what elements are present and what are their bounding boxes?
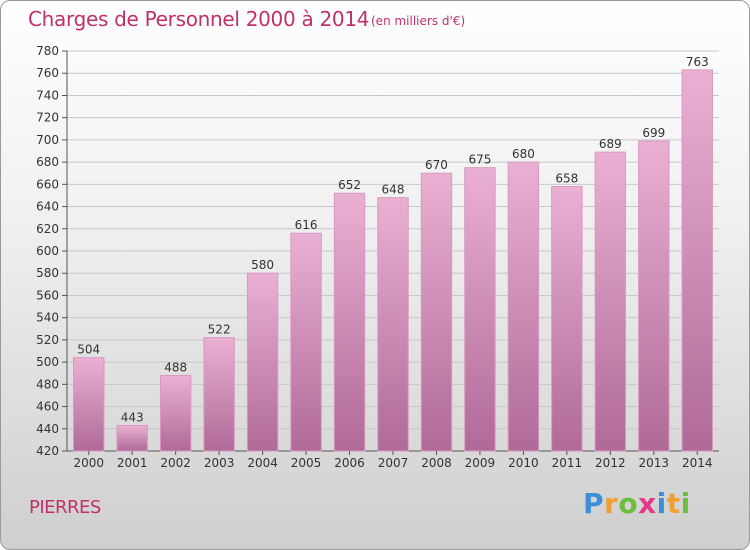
- y-tick-label: 440: [36, 422, 59, 436]
- data-label-2014: 763: [686, 55, 709, 69]
- chart-subtitle: (en milliers d'€): [371, 14, 466, 28]
- y-tick-label: 500: [36, 355, 59, 369]
- bar-2004: [246, 272, 279, 452]
- data-label-2009: 675: [468, 153, 491, 167]
- bar-2013: [638, 140, 670, 452]
- x-tick-label-2001: 2001: [117, 456, 148, 470]
- data-label-2012: 689: [599, 137, 622, 151]
- data-label-2007: 648: [382, 183, 405, 197]
- bar-2005: [290, 232, 322, 452]
- bar-2000: [73, 357, 105, 452]
- y-tick-label: 720: [36, 111, 59, 125]
- data-label-2001: 443: [121, 410, 144, 424]
- data-label-2011: 658: [555, 172, 578, 186]
- bar-2002: [159, 374, 192, 452]
- place-name: PIERRES: [29, 497, 101, 518]
- bar-2001: [116, 424, 148, 452]
- y-tick-label: 520: [36, 333, 59, 347]
- y-tick-label: 700: [36, 133, 59, 147]
- y-tick-labels: 420 440 460 480 500 520 540 560 580 600 620 640 660 6…: [36, 44, 59, 458]
- y-tick-label: 640: [36, 200, 59, 214]
- x-tick-label-2000: 2000: [73, 456, 104, 470]
- x-tick-label-2012: 2012: [595, 456, 626, 470]
- logo-letter: r: [604, 487, 619, 520]
- bar-2012: [594, 151, 627, 452]
- y-tick-label: 760: [36, 66, 59, 80]
- y-tick-label: 480: [36, 377, 59, 391]
- x-tick-label-2008: 2008: [421, 456, 452, 470]
- x-tick-label-2004: 2004: [247, 456, 278, 470]
- y-tick-label: 580: [36, 266, 59, 280]
- chart-title: Charges de Personnel 2000 à 2014: [28, 7, 370, 31]
- data-label-2010: 680: [512, 147, 535, 161]
- logo-letter: i: [656, 487, 667, 520]
- x-tick-label-2005: 2005: [291, 456, 322, 470]
- logo-letter: P: [583, 487, 605, 520]
- x-tick-label-2003: 2003: [204, 456, 235, 470]
- data-labels: 504 443 488 522 580 616 652 648 670 675 680 658 689 6…: [77, 55, 708, 425]
- data-label-2008: 670: [425, 158, 448, 172]
- y-tick-label: 460: [36, 400, 59, 414]
- bar-2009: [464, 167, 496, 452]
- x-tick-label-2011: 2011: [552, 456, 583, 470]
- y-tick-label: 740: [36, 88, 59, 102]
- data-label-2006: 652: [338, 178, 361, 192]
- bar-2003: [203, 337, 235, 452]
- data-label-2000: 504: [77, 343, 100, 357]
- x-tick-label-2013: 2013: [639, 456, 670, 470]
- logo-letter: i: [680, 487, 691, 520]
- data-label-2002: 488: [164, 360, 187, 374]
- y-tick-label: 660: [36, 177, 59, 191]
- y-tick-label: 420: [36, 444, 59, 458]
- data-label-2004: 580: [251, 258, 274, 272]
- bar-2008: [420, 172, 453, 452]
- bar-2010: [507, 161, 540, 452]
- proxiti-logo: Proxiti: [583, 487, 691, 520]
- x-tick-label-2006: 2006: [334, 456, 365, 470]
- data-label-2005: 616: [295, 218, 318, 232]
- x-tick-label-2009: 2009: [465, 456, 496, 470]
- bar-2006: [333, 192, 366, 452]
- data-label-2003: 522: [208, 323, 231, 337]
- bars: [73, 69, 713, 452]
- x-tick-label-2002: 2002: [160, 456, 191, 470]
- x-tick-label-2007: 2007: [378, 456, 409, 470]
- y-tick-label: 780: [36, 44, 59, 58]
- bar-2011: [551, 186, 583, 452]
- data-label-2013: 699: [642, 126, 665, 140]
- bar-2007: [377, 197, 409, 452]
- y-tick-label: 600: [36, 244, 59, 258]
- x-tick-label-2014: 2014: [682, 456, 713, 470]
- y-tick-label: 540: [36, 311, 59, 325]
- y-tick-label: 620: [36, 222, 59, 236]
- y-tick-label: 560: [36, 288, 59, 302]
- bar-2014: [681, 69, 713, 452]
- x-tick-labels: 2000 2001 2002 2003 2004 2005 2006 2007 2008 2009…: [73, 451, 713, 470]
- logo-letter: x: [638, 487, 657, 520]
- logo-letter: o: [618, 487, 639, 520]
- y-tick-label: 680: [36, 155, 59, 169]
- logo-letter: t: [666, 487, 681, 520]
- x-tick-label-2010: 2010: [508, 456, 539, 470]
